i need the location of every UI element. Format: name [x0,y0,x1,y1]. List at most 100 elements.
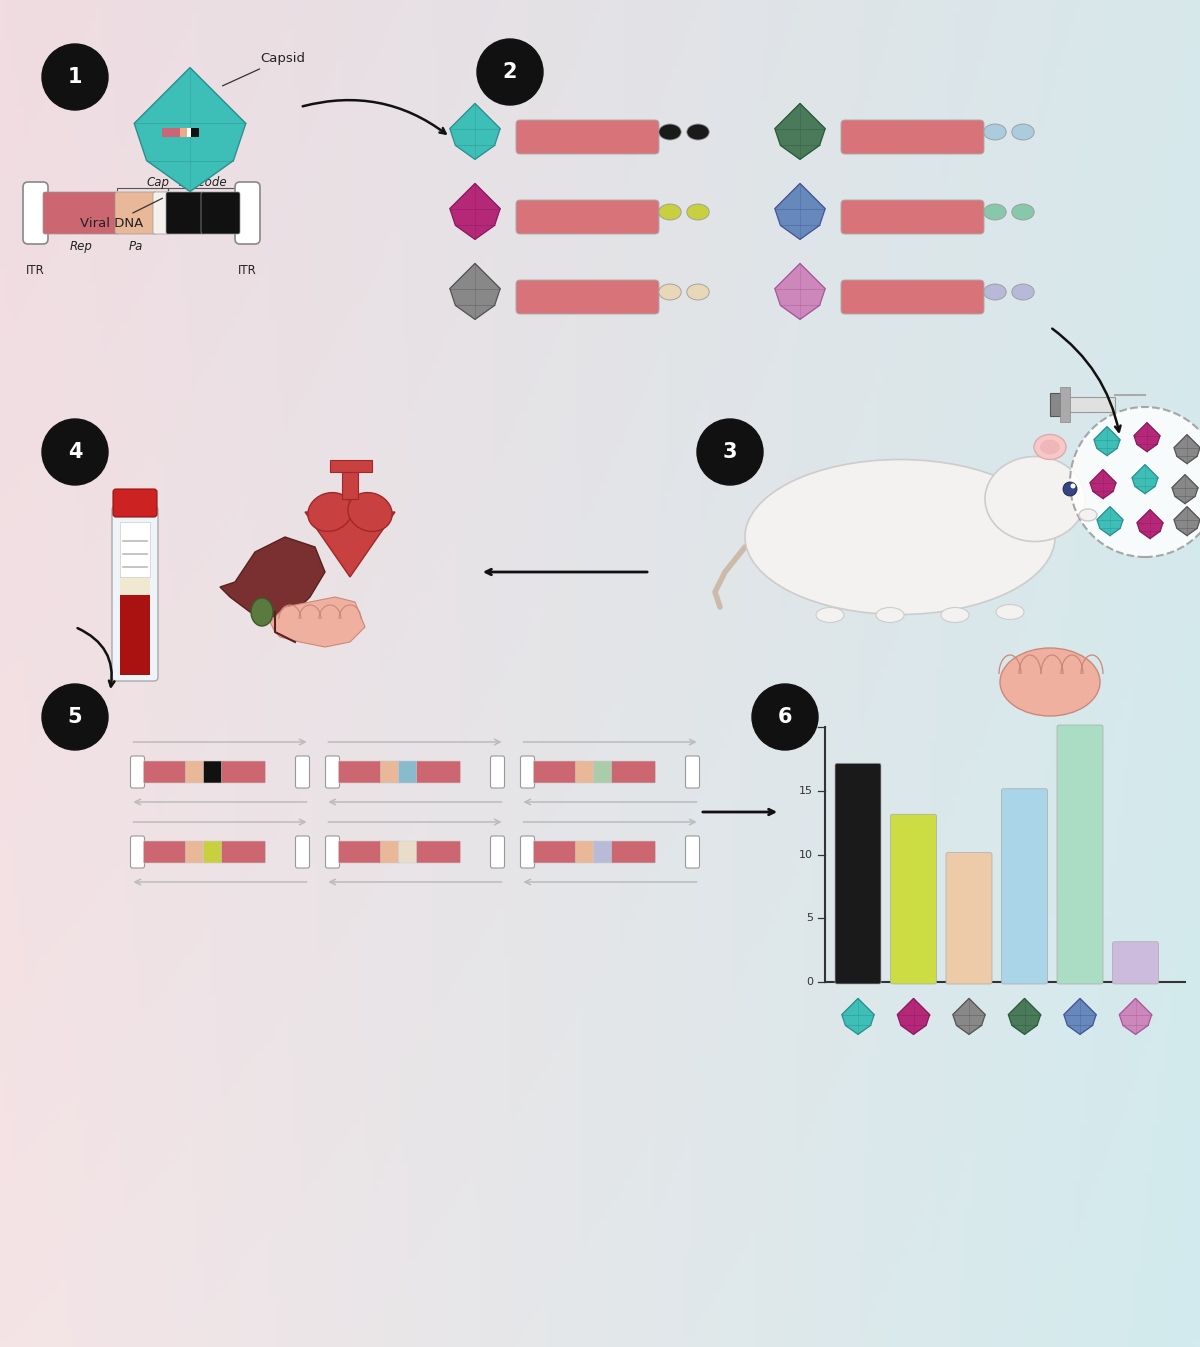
FancyBboxPatch shape [890,814,936,985]
FancyBboxPatch shape [521,836,534,867]
Polygon shape [1120,998,1152,1034]
FancyBboxPatch shape [112,506,158,682]
FancyBboxPatch shape [380,761,401,783]
Ellipse shape [659,124,682,140]
FancyBboxPatch shape [534,761,577,783]
FancyBboxPatch shape [235,182,260,244]
Ellipse shape [686,203,709,220]
Ellipse shape [941,607,970,622]
FancyBboxPatch shape [131,756,144,788]
Text: 20: 20 [799,722,814,731]
Polygon shape [1174,435,1200,463]
Polygon shape [220,537,325,617]
Ellipse shape [816,607,844,622]
Text: 3: 3 [722,442,737,462]
FancyBboxPatch shape [516,280,659,314]
Text: 6: 6 [778,707,792,727]
Text: 15: 15 [799,785,814,796]
Bar [187,128,191,137]
FancyBboxPatch shape [204,761,223,783]
FancyBboxPatch shape [113,489,157,517]
Ellipse shape [1012,124,1034,140]
FancyBboxPatch shape [222,761,265,783]
FancyBboxPatch shape [685,756,700,788]
Polygon shape [1136,509,1163,539]
FancyBboxPatch shape [144,761,187,783]
Ellipse shape [659,284,682,300]
Polygon shape [1097,506,1123,536]
FancyBboxPatch shape [398,841,419,863]
FancyBboxPatch shape [186,761,205,783]
Polygon shape [450,104,500,159]
Polygon shape [1134,423,1160,451]
FancyBboxPatch shape [222,841,265,863]
Text: Viral DNA: Viral DNA [80,198,162,230]
Text: 2: 2 [503,62,517,82]
FancyBboxPatch shape [131,836,144,867]
Circle shape [1070,484,1075,489]
Bar [120,572,150,595]
Circle shape [1070,407,1200,558]
Text: 10: 10 [799,850,814,859]
FancyBboxPatch shape [416,761,461,783]
Circle shape [42,684,108,750]
Text: 5: 5 [67,707,83,727]
Ellipse shape [308,493,352,532]
Ellipse shape [686,284,709,300]
FancyBboxPatch shape [534,841,577,863]
Text: Cap: Cap [146,176,169,189]
Text: Pa: Pa [128,240,143,253]
Ellipse shape [985,457,1085,541]
Bar [1060,397,1115,412]
Polygon shape [775,264,826,319]
Ellipse shape [984,124,1006,140]
Polygon shape [270,597,365,647]
Ellipse shape [984,284,1006,300]
FancyBboxPatch shape [380,841,401,863]
FancyBboxPatch shape [338,841,383,863]
FancyBboxPatch shape [166,193,205,234]
Text: 5: 5 [806,913,814,923]
Bar [180,128,187,137]
Bar [120,595,150,675]
Ellipse shape [348,493,392,532]
FancyBboxPatch shape [186,841,205,863]
FancyBboxPatch shape [115,193,157,234]
Polygon shape [953,998,985,1034]
Polygon shape [1132,465,1158,493]
Bar [162,128,180,137]
FancyBboxPatch shape [152,193,170,234]
FancyBboxPatch shape [338,761,383,783]
Bar [1050,393,1060,416]
Text: ITR: ITR [238,264,257,277]
Polygon shape [450,183,500,240]
FancyBboxPatch shape [594,761,613,783]
FancyBboxPatch shape [200,193,240,234]
Ellipse shape [984,203,1006,220]
Ellipse shape [1079,509,1097,521]
Polygon shape [134,67,246,191]
Ellipse shape [659,203,682,220]
Ellipse shape [251,598,274,626]
Polygon shape [1064,998,1097,1034]
Bar [342,461,358,498]
Text: 4: 4 [67,442,83,462]
FancyBboxPatch shape [576,841,595,863]
Polygon shape [1008,998,1040,1034]
Circle shape [697,419,763,485]
FancyBboxPatch shape [416,841,461,863]
FancyBboxPatch shape [835,764,881,985]
Bar [330,459,372,471]
Polygon shape [1174,506,1200,536]
FancyBboxPatch shape [576,761,595,783]
FancyBboxPatch shape [516,199,659,234]
Polygon shape [305,512,395,577]
Ellipse shape [1012,203,1034,220]
FancyBboxPatch shape [612,841,655,863]
FancyBboxPatch shape [841,280,984,314]
Polygon shape [775,183,826,240]
Polygon shape [1090,470,1116,498]
FancyBboxPatch shape [491,836,504,867]
FancyBboxPatch shape [841,120,984,154]
FancyBboxPatch shape [685,836,700,867]
